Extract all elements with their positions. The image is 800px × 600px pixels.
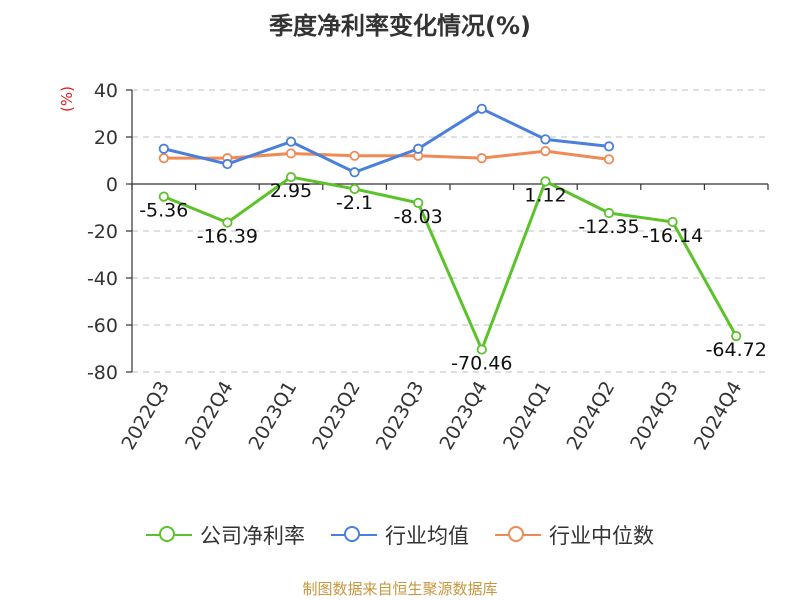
x-tick-label: 2024Q3 <box>626 378 683 454</box>
x-tick-label: 2023Q4 <box>435 378 492 454</box>
legend-swatch-company <box>146 525 192 545</box>
y-tick-label: -60 <box>87 315 118 337</box>
data-point-company <box>285 171 297 183</box>
x-tick-label: 2023Q1 <box>245 378 302 454</box>
chart-title: 季度净利率变化情况(%) <box>269 12 531 40</box>
y-tick-label: 40 <box>94 80 118 102</box>
legend-dot-company <box>159 526 175 542</box>
data-label: -2.1 <box>336 192 373 214</box>
data-point-industry-median <box>285 148 297 159</box>
legend-label-company: 公司净利率 <box>200 524 305 548</box>
data-label: -12.35 <box>578 216 639 238</box>
y-tick-label: 0 <box>106 174 118 196</box>
legend-swatch-industry-avg <box>331 525 377 545</box>
series-line-company <box>163 175 738 352</box>
legend-item-industry-median[interactable]: 行业中位数 <box>495 520 654 550</box>
data-point-company <box>731 330 742 342</box>
legend-swatch-industry-median <box>495 525 541 545</box>
data-label: 1.12 <box>524 184 566 206</box>
data-point-company <box>603 207 615 219</box>
data-point-industry-median <box>349 150 360 161</box>
y-tick-label: -20 <box>87 221 118 243</box>
legend-item-company[interactable]: 公司净利率 <box>146 520 305 550</box>
data-point-industry-avg <box>476 103 487 114</box>
legend-dot-industry-avg <box>344 526 360 542</box>
data-point-industry-avg <box>540 134 551 145</box>
series-line-industry-avg <box>163 107 610 174</box>
y-tick-label: -80 <box>87 362 118 384</box>
y-tick-label: -40 <box>87 268 118 290</box>
data-point-industry-median <box>540 146 551 157</box>
x-tick-label: 2022Q4 <box>181 378 238 454</box>
data-point-industry-avg <box>603 141 615 152</box>
source-footer: 制图数据来自恒生聚源数据库 <box>302 580 498 598</box>
data-point-company <box>540 176 551 187</box>
x-tick-label: 2023Q3 <box>372 378 429 454</box>
data-point-industry-median <box>476 153 487 164</box>
data-label: -16.14 <box>642 225 703 247</box>
legend-label-industry-median: 行业中位数 <box>549 524 654 548</box>
data-point-industry-median <box>158 153 169 164</box>
legend-item-industry-avg[interactable]: 行业均值 <box>331 520 469 550</box>
legend: 公司净利率 行业均值 行业中位数 <box>0 520 800 550</box>
data-point-industry-avg <box>413 143 424 154</box>
series-line-industry-median <box>163 149 610 161</box>
x-tick-label: 2024Q2 <box>563 378 620 454</box>
y-tick-label: 20 <box>94 127 118 149</box>
x-tick-label: 2023Q2 <box>308 378 365 454</box>
data-point-company <box>667 216 678 228</box>
data-label: -8.03 <box>394 206 443 228</box>
legend-dot-industry-median <box>508 526 524 542</box>
x-tick-label: 2024Q4 <box>690 378 747 454</box>
x-tick-label: 2022Q3 <box>117 378 174 454</box>
data-point-company <box>413 197 424 208</box>
data-label: -16.39 <box>197 226 258 248</box>
data-point-company <box>222 217 233 228</box>
data-point-industry-avg <box>285 136 297 147</box>
data-point-industry-avg <box>158 143 169 154</box>
data-point-company <box>158 191 169 202</box>
data-point-industry-avg <box>349 167 360 178</box>
data-point-industry-median <box>603 154 615 165</box>
data-point-company <box>476 344 487 355</box>
x-tick-label: 2024Q1 <box>499 378 556 454</box>
legend-label-industry-avg: 行业均值 <box>385 524 469 548</box>
data-label: -5.36 <box>139 200 188 222</box>
data-label: -64.72 <box>706 339 767 361</box>
data-point-industry-avg <box>222 158 233 170</box>
data-label: 2.95 <box>270 180 312 202</box>
data-label: -70.46 <box>451 353 512 375</box>
data-point-company <box>349 183 360 195</box>
